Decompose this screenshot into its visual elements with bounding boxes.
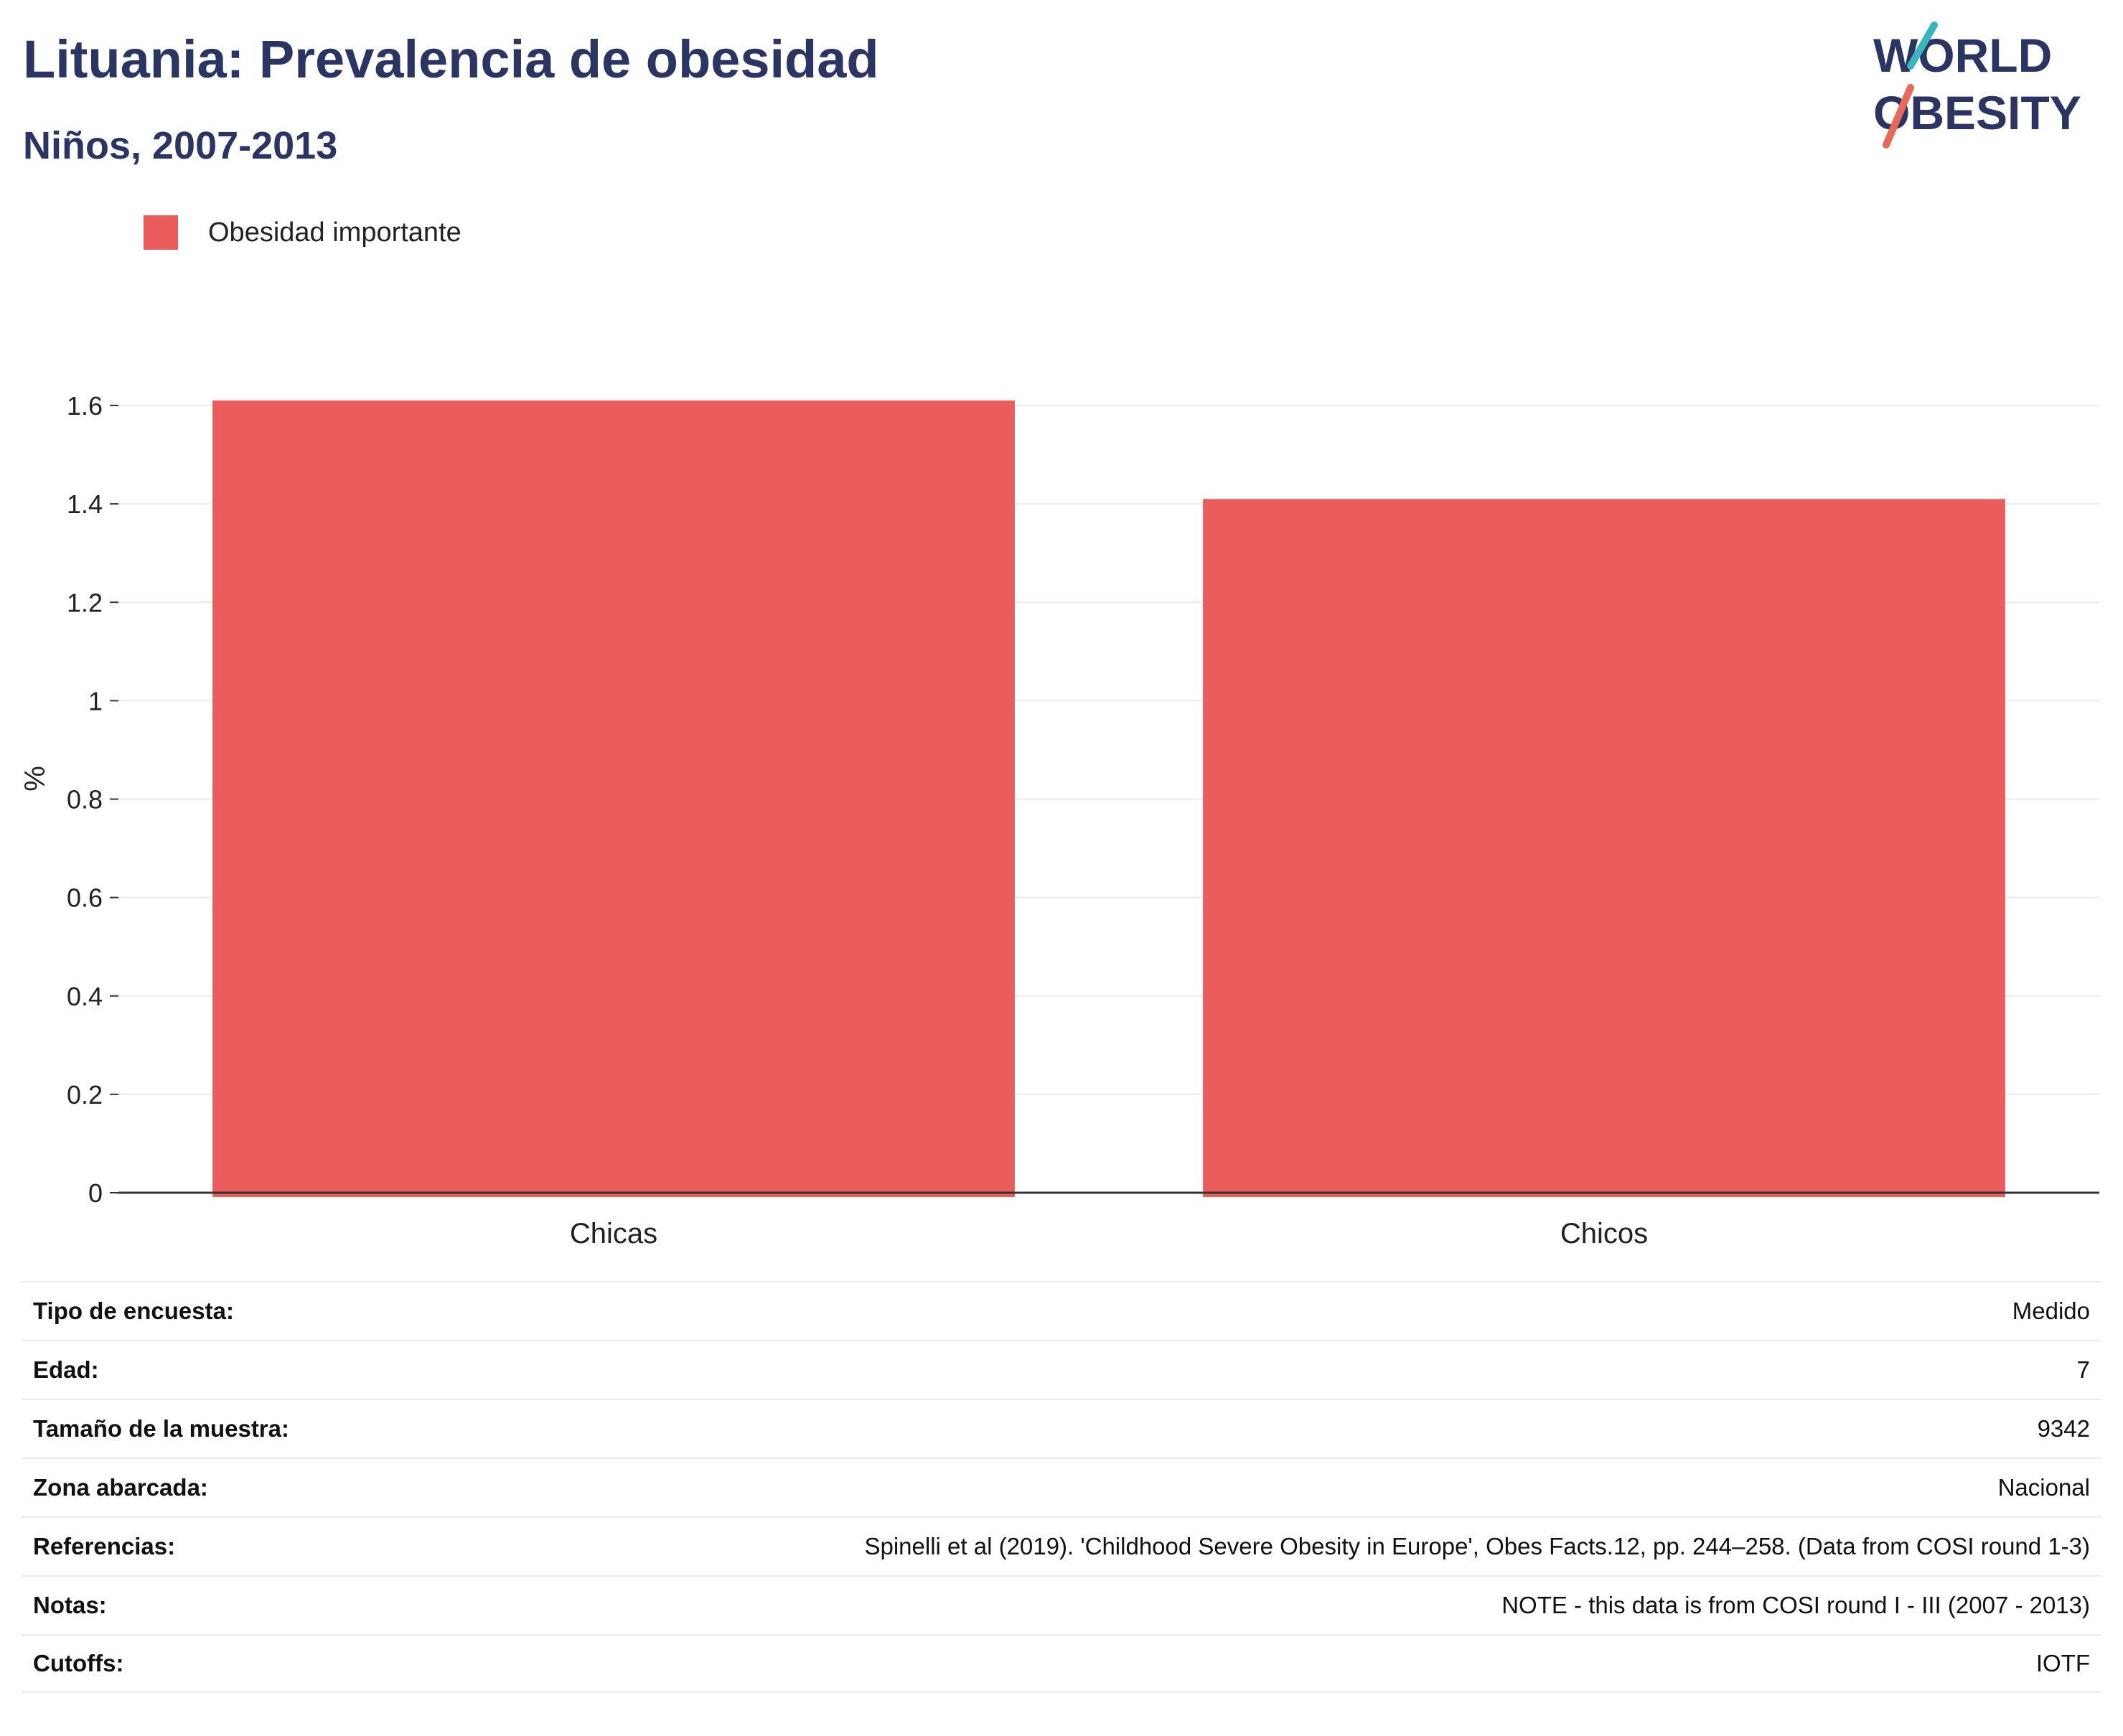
info-value: 9342 xyxy=(2037,1415,2090,1442)
info-row: Tamaño de la muestra: 9342 xyxy=(22,1399,2101,1458)
info-label: Notas: xyxy=(33,1592,107,1618)
info-label: Tamaño de la muestra: xyxy=(33,1415,289,1442)
chart-bars xyxy=(212,400,2005,1197)
info-value: Spinelli et al (2019). 'Childhood Severe… xyxy=(864,1533,2090,1559)
info-label: Cutoffs: xyxy=(33,1650,124,1676)
info-value: NOTE - this data is from COSI round I - … xyxy=(1501,1592,2090,1618)
bar-chicas[interactable] xyxy=(212,400,1015,1197)
info-row: Zona abarcada: Nacional xyxy=(22,1458,2101,1516)
y-tick-label: 1.4 xyxy=(67,489,103,519)
info-table: Tipo de encuesta: Medido Edad: 7 Tamaño de l… xyxy=(22,1281,2101,1693)
info-label: Tipo de encuesta: xyxy=(33,1298,234,1324)
info-row: Notas: NOTE - this data is from COSI roun… xyxy=(22,1575,2101,1634)
logo-slash-teal xyxy=(1907,22,1938,70)
logo-slash-red xyxy=(1883,84,1914,149)
info-row: Tipo de encuesta: Medido xyxy=(22,1281,2101,1340)
y-tick-label: 0.4 xyxy=(67,982,103,1011)
info-label: Zona abarcada: xyxy=(33,1474,208,1501)
info-value: IOTF xyxy=(2035,1650,2090,1676)
y-tick-label: 0.2 xyxy=(67,1080,103,1109)
y-tick-label: 0.8 xyxy=(67,785,103,815)
y-tick-label: 0.6 xyxy=(67,883,103,913)
y-axis-label: % xyxy=(19,766,51,792)
legend-swatch xyxy=(144,215,178,250)
info-row: Cutoffs: IOTF xyxy=(22,1634,2101,1693)
info-value: Nacional xyxy=(1997,1474,2090,1501)
legend-label: Obesidad importante xyxy=(208,217,461,248)
y-tick-label: 1 xyxy=(88,686,103,715)
y-axis-ticks: 0 0.2 0.4 0.6 0.8 1 1.2 1.4 1.6 xyxy=(67,391,118,1208)
x-axis-ticks: Chicas Chicos xyxy=(570,1218,1648,1249)
info-label: Referencias: xyxy=(33,1533,176,1559)
y-tick-label: 0 xyxy=(88,1178,103,1208)
bar-chart: 0 0.2 0.4 0.6 0.8 1 1.2 1.4 1.6 Chicas Chicos % xyxy=(19,391,2099,1249)
y-tick-label: 1.6 xyxy=(67,391,103,421)
info-label: Edad: xyxy=(33,1356,99,1383)
page-title: Lituania: Prevalencia de obesidad xyxy=(23,29,879,89)
world-obesity-logo: WORLD OBESITY xyxy=(1873,22,2081,149)
logo-line-1: WORLD xyxy=(1873,29,2052,82)
bar-chicos[interactable] xyxy=(1203,499,2005,1197)
info-row: Referencias: Spinelli et al (2019). 'Chil… xyxy=(22,1516,2101,1575)
x-tick-label: Chicas xyxy=(570,1218,657,1249)
info-value: Medido xyxy=(2012,1298,2090,1324)
y-tick-label: 1.2 xyxy=(67,588,103,617)
chart-legend[interactable]: Obesidad importante xyxy=(144,214,461,251)
page-subtitle: Niños, 2007-2013 xyxy=(23,124,338,167)
x-tick-label: Chicos xyxy=(1560,1218,1648,1249)
info-value: 7 xyxy=(2076,1356,2090,1383)
info-row: Edad: 7 xyxy=(22,1340,2101,1399)
